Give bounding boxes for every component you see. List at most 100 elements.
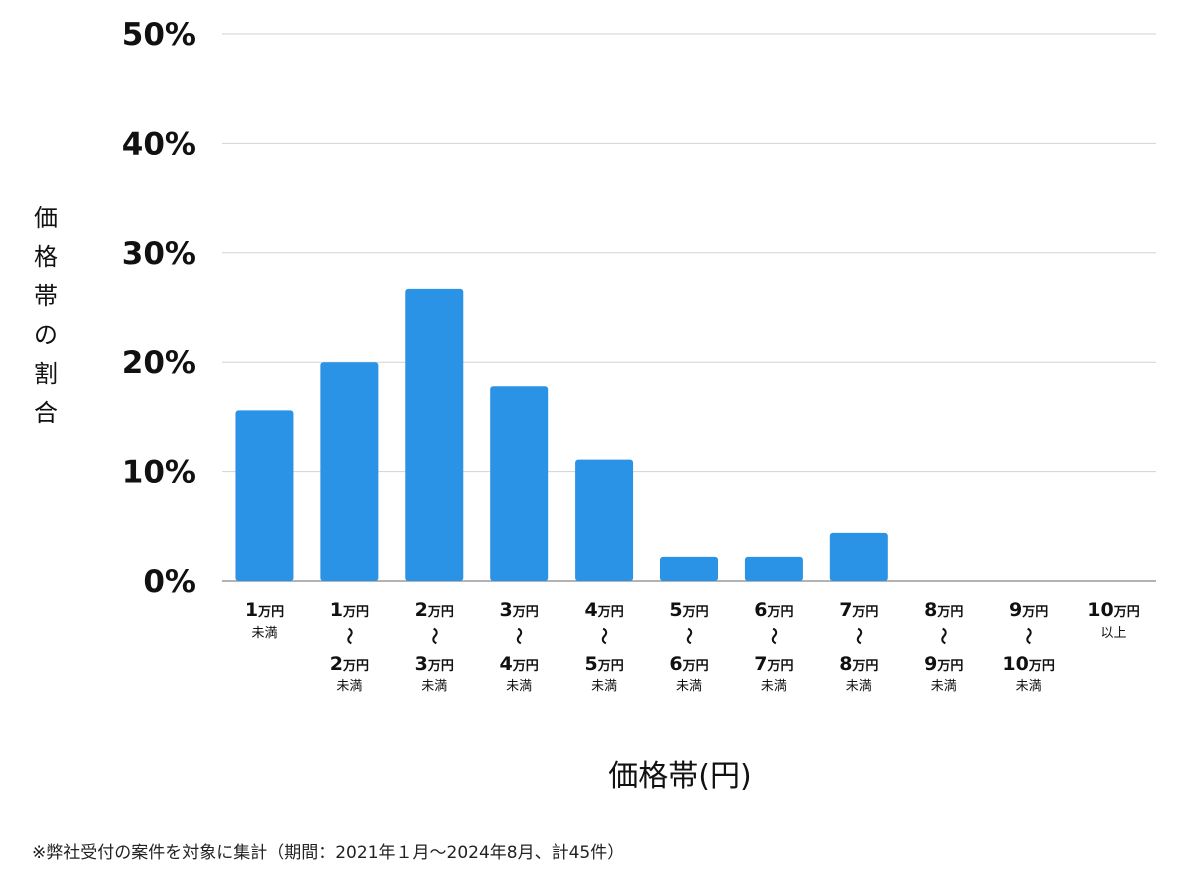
x-tick-unit: 万円: [767, 659, 794, 674]
x-tick-range-mark: 〜: [848, 628, 868, 645]
x-tick-amount: 4万円: [584, 599, 623, 621]
x-tick-range-mark: 〜: [933, 628, 953, 645]
x-tick-number: 4: [500, 653, 513, 675]
x-tick-suffix: 未満: [251, 626, 277, 641]
x-tick-unit: 万円: [597, 659, 624, 674]
y-axis-ticks: 0% 10% 20% 30% 40% 50%: [122, 17, 196, 600]
x-tick-number: 6: [754, 599, 767, 621]
x-tick-number: 4: [584, 599, 597, 621]
x-tick-unit: 万円: [1113, 605, 1140, 620]
x-tick-suffix: 未満: [761, 679, 787, 694]
x-tick-number: 1: [330, 599, 343, 621]
x-tick-range-mark: 〜: [763, 628, 783, 645]
x-tick-number: 5: [584, 653, 597, 675]
x-tick-number: 8: [839, 653, 852, 675]
x-tick-unit: 万円: [682, 659, 709, 674]
x-tick-range-mark: 〜: [593, 628, 613, 645]
x-tick-amount: 2万円: [330, 653, 369, 675]
x-tick-number: 1: [245, 599, 258, 621]
x-tick-suffix: 未満: [591, 679, 617, 694]
x-tick-suffix: 未満: [421, 679, 447, 694]
x-tick-amount: 3万円: [415, 653, 454, 675]
y-tick-label: 40%: [122, 126, 196, 162]
x-tick-suffix: 未満: [336, 679, 362, 694]
footnote: ※弊社受付の案件を対象に集計（期間：2021年１月〜2024年8月、計45件）: [32, 843, 624, 863]
x-tick-number: 7: [839, 599, 852, 621]
x-tick-unit: 万円: [851, 605, 878, 620]
x-tick-unit: 万円: [936, 605, 963, 620]
x-tick-suffix: 以上: [1101, 626, 1127, 641]
x-tick-unit: 万円: [342, 659, 369, 674]
x-axis-label: 価格帯(円): [608, 759, 751, 794]
x-tick-suffix: 未満: [676, 679, 702, 694]
x-tick-amount: 8万円: [924, 599, 963, 621]
y-axis-label-char: 格: [34, 243, 58, 271]
x-tick-unit: 万円: [1021, 605, 1048, 620]
x-tick-amount: 6万円: [754, 599, 793, 621]
x-tick-amount: 2万円: [415, 599, 454, 621]
y-axis-label-char: 割: [34, 360, 58, 388]
x-tick-amount: 9万円: [1009, 599, 1048, 621]
x-tick-unit: 万円: [682, 605, 709, 620]
x-tick-amount: 4万円: [500, 653, 539, 675]
x-tick-unit: 万円: [427, 659, 454, 674]
y-axis-label-char: 合: [34, 399, 58, 427]
x-tick-number: 10: [1002, 653, 1028, 675]
x-tick-number: 9: [1009, 599, 1022, 621]
x-tick-amount: 10万円: [1002, 653, 1054, 675]
bar: 1万円 未満: [235, 410, 294, 581]
x-tick-unit: 万円: [936, 659, 963, 674]
x-tick-suffix: 未満: [931, 679, 957, 694]
x-tick-range-mark: 〜: [1018, 628, 1038, 645]
x-tick-number: 6: [669, 653, 682, 675]
x-tick-unit: 万円: [257, 605, 284, 620]
x-tick-unit: 万円: [767, 605, 794, 620]
x-tick-amount: 8万円: [839, 653, 878, 675]
y-axis-label-char: 価: [34, 204, 58, 232]
x-tick-amount: 6万円: [669, 653, 708, 675]
x-tick-amount: 5万円: [669, 599, 708, 621]
y-axis-label-char: 帯: [34, 282, 58, 310]
x-tick-amount: 1万円: [330, 599, 369, 621]
x-tick-unit: 万円: [342, 605, 369, 620]
y-tick-label: 0%: [143, 564, 196, 600]
x-tick-unit: 万円: [1028, 659, 1055, 674]
x-tick-number: 8: [924, 599, 937, 621]
x-tick-number: 10: [1087, 599, 1113, 621]
x-tick-amount: 3万円: [500, 599, 539, 621]
x-tick-unit: 万円: [427, 605, 454, 620]
x-tick-unit: 万円: [851, 659, 878, 674]
x-tick-amount: 1万円: [245, 599, 284, 621]
x-tick-number: 3: [415, 653, 428, 675]
x-axis-ticks: 1万円未満1万円〜2万円未満2万円〜3万円未満3万円〜4万円未満4万円〜5万円未…: [245, 599, 1140, 694]
x-tick-suffix: 未満: [506, 679, 532, 694]
x-tick-amount: 7万円: [839, 599, 878, 621]
x-tick-range-mark: 〜: [423, 628, 443, 645]
x-tick-unit: 万円: [512, 659, 539, 674]
x-tick-amount: 10万円: [1087, 599, 1139, 621]
y-tick-label: 50%: [122, 17, 196, 53]
x-tick-range-mark: 〜: [338, 628, 358, 645]
x-tick-unit: 万円: [597, 605, 624, 620]
x-tick-amount: 5万円: [584, 653, 623, 675]
x-tick-number: 9: [924, 653, 937, 675]
y-tick-label: 20%: [122, 345, 196, 381]
x-tick-amount: 7万円: [754, 653, 793, 675]
